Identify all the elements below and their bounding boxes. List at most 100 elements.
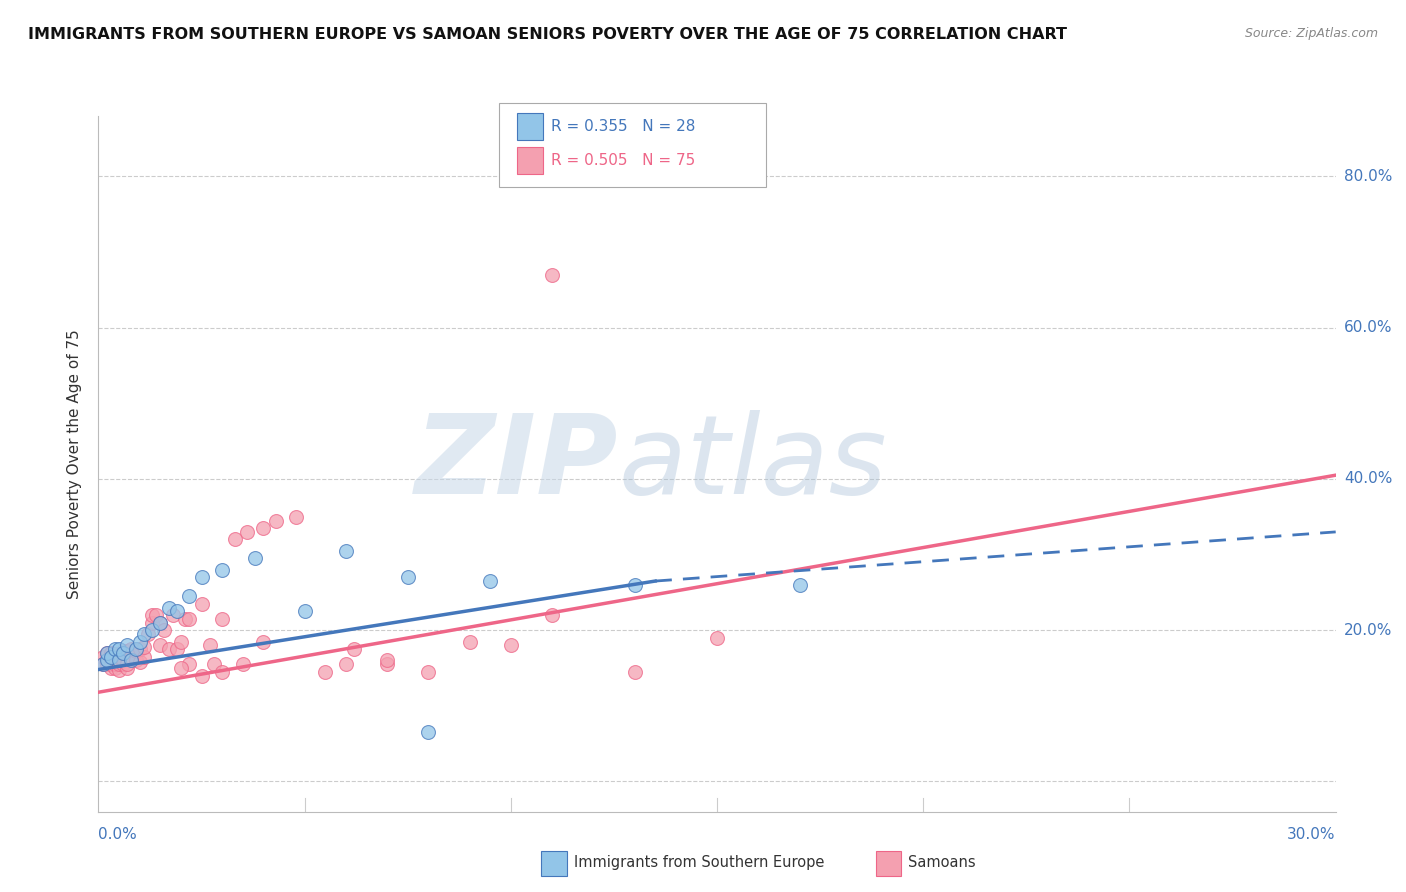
Point: [141, 615, 163, 630]
Point: [117, 638, 139, 652]
Point: [264, 514, 287, 528]
Point: [108, 655, 131, 669]
Point: [100, 649, 122, 664]
Point: [211, 665, 233, 679]
Point: [96, 657, 118, 672]
Point: [211, 563, 233, 577]
Point: [117, 661, 139, 675]
Point: [108, 663, 131, 677]
Point: [124, 642, 146, 657]
Point: [108, 642, 131, 657]
Point: [104, 642, 127, 657]
Point: [179, 589, 201, 603]
Point: [294, 604, 316, 618]
Point: [149, 638, 172, 652]
Text: R = 0.505   N = 75: R = 0.505 N = 75: [551, 153, 696, 168]
Point: [96, 646, 118, 660]
Point: [170, 634, 193, 648]
Point: [145, 608, 167, 623]
Point: [541, 268, 564, 282]
Point: [91, 657, 114, 672]
Point: [128, 642, 150, 657]
Point: [190, 570, 212, 584]
Point: [211, 612, 233, 626]
Text: R = 0.355   N = 28: R = 0.355 N = 28: [551, 120, 696, 134]
Point: [104, 653, 127, 667]
Text: Samoans: Samoans: [908, 855, 976, 870]
Point: [124, 653, 146, 667]
Point: [149, 615, 172, 630]
Text: 30.0%: 30.0%: [1288, 827, 1336, 841]
Point: [96, 646, 118, 660]
Point: [499, 638, 522, 652]
Point: [170, 661, 193, 675]
Point: [112, 657, 135, 672]
Text: 0.0%: 0.0%: [98, 827, 138, 841]
Text: 20.0%: 20.0%: [1344, 623, 1392, 638]
Point: [418, 665, 440, 679]
Text: 80.0%: 80.0%: [1344, 169, 1392, 184]
Point: [335, 657, 357, 672]
Point: [252, 634, 274, 648]
Point: [124, 644, 146, 658]
Point: [236, 524, 259, 539]
Point: [789, 578, 811, 592]
Point: [132, 649, 155, 664]
Point: [104, 657, 127, 672]
Point: [117, 657, 139, 672]
Point: [104, 648, 127, 662]
Point: [141, 624, 163, 638]
Point: [190, 668, 212, 682]
Point: [108, 657, 131, 672]
Point: [418, 725, 440, 739]
Point: [91, 649, 114, 664]
Point: [120, 649, 142, 664]
Point: [96, 653, 118, 667]
Point: [190, 597, 212, 611]
Point: [120, 653, 142, 667]
Point: [224, 533, 246, 547]
Point: [157, 642, 180, 657]
Point: [458, 634, 481, 648]
Point: [157, 600, 180, 615]
Point: [198, 638, 221, 652]
Point: [108, 649, 131, 664]
Text: 40.0%: 40.0%: [1344, 472, 1392, 486]
Point: [136, 627, 159, 641]
Point: [179, 612, 201, 626]
Point: [132, 627, 155, 641]
Text: atlas: atlas: [619, 410, 887, 517]
Point: [120, 652, 142, 666]
Point: [285, 509, 308, 524]
Point: [112, 644, 135, 658]
Point: [335, 543, 357, 558]
Point: [174, 612, 197, 626]
Point: [149, 615, 172, 630]
Point: [166, 604, 188, 618]
Text: Source: ZipAtlas.com: Source: ZipAtlas.com: [1244, 27, 1378, 40]
Point: [100, 653, 122, 667]
Point: [162, 608, 184, 623]
Point: [112, 646, 135, 660]
Point: [112, 653, 135, 667]
Point: [104, 661, 127, 675]
Text: Immigrants from Southern Europe: Immigrants from Southern Europe: [574, 855, 824, 870]
Point: [202, 657, 225, 672]
Point: [120, 642, 142, 657]
Point: [623, 665, 645, 679]
Point: [541, 608, 564, 623]
Y-axis label: Seniors Poverty Over the Age of 75: Seniors Poverty Over the Age of 75: [67, 329, 83, 599]
Point: [166, 642, 188, 657]
Point: [396, 570, 419, 584]
Point: [117, 644, 139, 658]
Text: IMMIGRANTS FROM SOUTHERN EUROPE VS SAMOAN SENIORS POVERTY OVER THE AGE OF 75 COR: IMMIGRANTS FROM SOUTHERN EUROPE VS SAMOA…: [28, 27, 1067, 42]
Point: [179, 657, 201, 672]
Point: [100, 646, 122, 660]
Point: [128, 634, 150, 648]
Point: [91, 657, 114, 672]
Point: [112, 649, 135, 664]
Point: [117, 652, 139, 666]
Point: [96, 653, 118, 667]
Point: [141, 608, 163, 623]
Point: [243, 551, 266, 566]
